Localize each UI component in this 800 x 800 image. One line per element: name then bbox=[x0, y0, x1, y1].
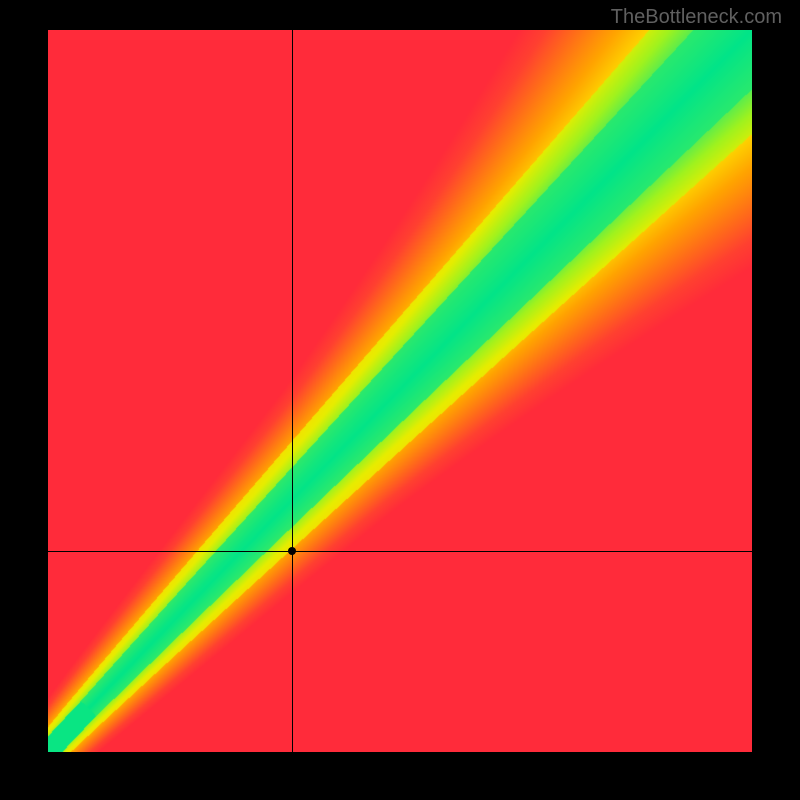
bottleneck-heatmap bbox=[48, 30, 752, 752]
crosshair-vertical-line bbox=[292, 30, 293, 752]
watermark-text: TheBottleneck.com bbox=[611, 6, 782, 29]
crosshair-marker-dot bbox=[288, 547, 296, 555]
plot-area bbox=[48, 30, 752, 752]
crosshair-horizontal-line bbox=[48, 551, 752, 552]
